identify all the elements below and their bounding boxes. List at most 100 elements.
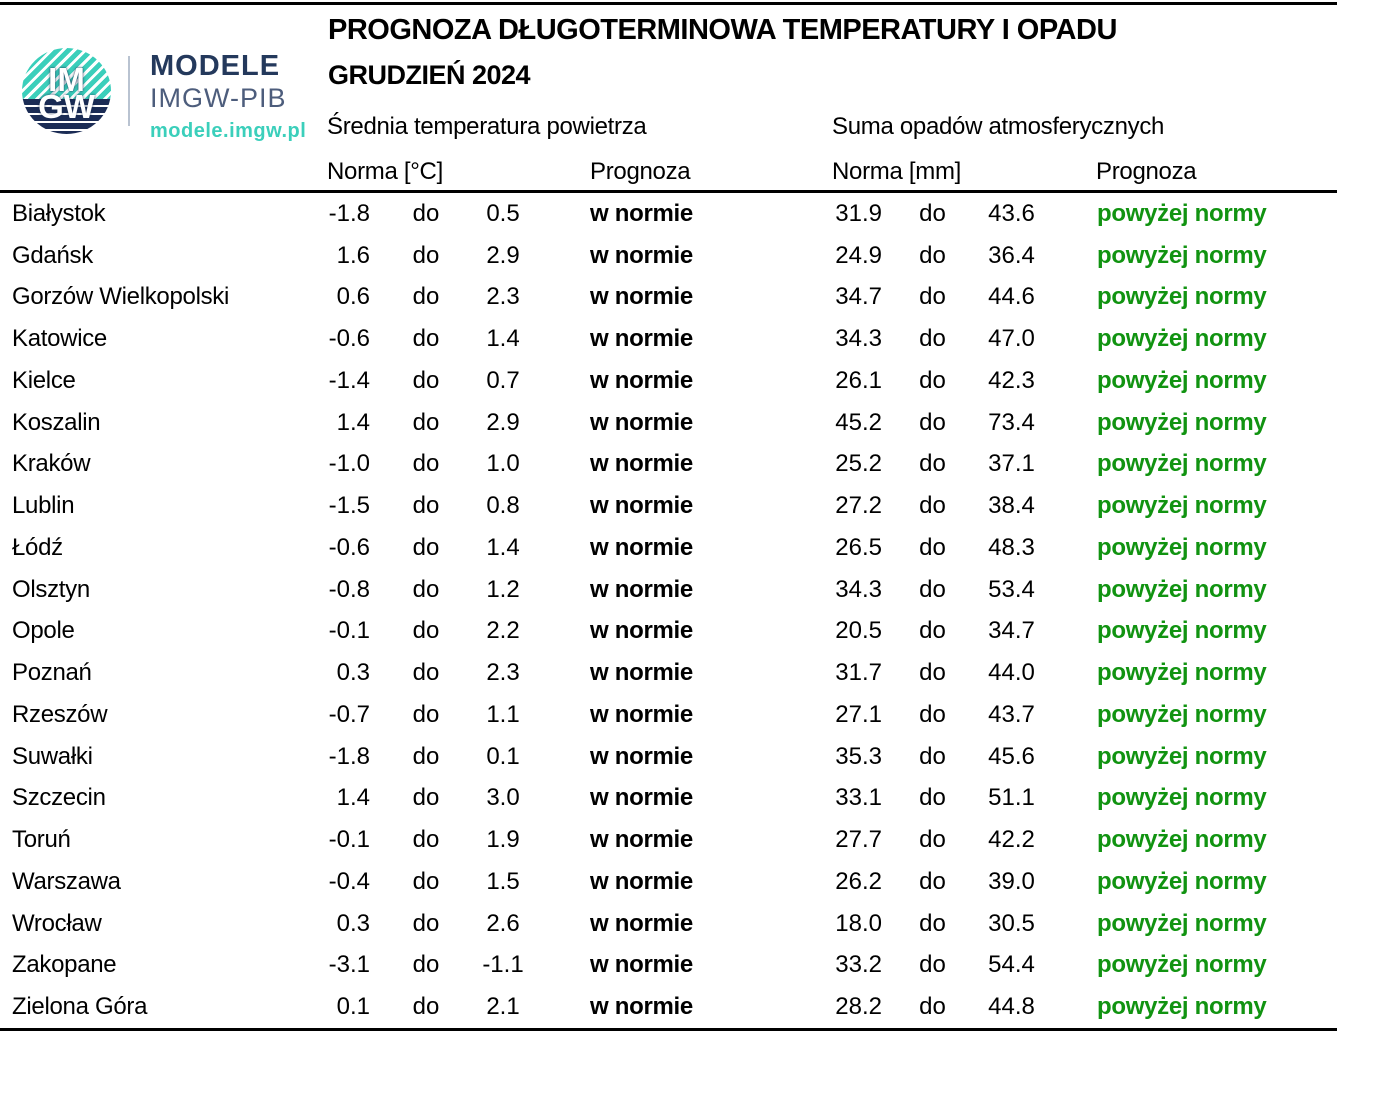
range-separator: do — [412, 533, 440, 561]
logo-text-gw: GW — [38, 88, 95, 125]
temp-forecast: w normie — [590, 700, 693, 728]
precip-forecast: powyżej normy — [1097, 867, 1267, 895]
range-separator: do — [412, 199, 440, 227]
range-separator: do — [412, 241, 440, 269]
city-name: Toruń — [12, 826, 71, 854]
table-row: Koszalin 1.4 do 2.9 w normie 45.2 do 73.4 powyże… — [0, 402, 1400, 444]
precip-norm-high: 45.6 — [988, 742, 1035, 770]
range-separator: do — [412, 408, 440, 436]
table-row: Opole -0.1 do 2.2 w normie 20.5 do 34.7 powyżej … — [0, 611, 1400, 653]
precip-norm-high: 34.7 — [988, 617, 1035, 645]
temp-norm-high: 1.5 — [486, 867, 520, 895]
temp-forecast: w normie — [590, 533, 693, 561]
range-separator: do — [412, 659, 440, 687]
table-row: Poznań 0.3 do 2.3 w normie 31.7 do 44.0 powyżej … — [0, 652, 1400, 694]
range-separator: do — [412, 575, 440, 603]
temp-norm-low: 1.6 — [336, 241, 370, 269]
precip-forecast: powyżej normy — [1097, 408, 1267, 436]
range-separator: do — [919, 492, 946, 520]
temp-norm-low: -0.6 — [328, 325, 370, 353]
precip-norm-high: 37.1 — [988, 450, 1035, 478]
temp-forecast: w normie — [590, 366, 693, 394]
range-separator: do — [412, 492, 440, 520]
precip-norm-high: 43.6 — [988, 199, 1035, 227]
temp-norm-low: -3.1 — [328, 951, 370, 979]
brand-text: MODELE IMGW-PIB modele.imgw.pl — [150, 52, 306, 142]
logo-text-im: IM — [48, 61, 85, 98]
range-separator: do — [919, 909, 946, 937]
precip-forecast: powyżej normy — [1097, 909, 1267, 937]
column-header-temp-norm: Norma [°C] — [327, 158, 443, 185]
temp-norm-low: -1.8 — [328, 199, 370, 227]
precip-norm-high: 44.8 — [988, 993, 1035, 1021]
table-row: Olsztyn -0.8 do 1.2 w normie 34.3 do 53.4 powyże… — [0, 569, 1400, 611]
range-separator: do — [919, 617, 946, 645]
precip-norm-low: 26.1 — [835, 366, 882, 394]
table-row: Zakopane -3.1 do -1.1 w normie 33.2 do 54.4 powy… — [0, 945, 1400, 987]
precip-norm-low: 25.2 — [835, 450, 882, 478]
city-name: Szczecin — [12, 784, 106, 812]
precip-norm-low: 35.3 — [835, 742, 882, 770]
city-name: Łódź — [12, 533, 63, 561]
precip-norm-high: 44.0 — [988, 659, 1035, 687]
page-subtitle: GRUDZIEŃ 2024 — [328, 60, 531, 90]
imgw-logo-icon: IM GW — [22, 48, 111, 134]
precip-norm-low: 27.2 — [835, 492, 882, 520]
precip-forecast: powyżej normy — [1097, 241, 1267, 269]
precip-norm-high: 36.4 — [988, 241, 1035, 269]
range-separator: do — [412, 617, 440, 645]
temp-norm-high: -1.1 — [482, 951, 524, 979]
table-row: Wrocław 0.3 do 2.6 w normie 18.0 do 30.5 powyżej… — [0, 903, 1400, 945]
table-row: Rzeszów -0.7 do 1.1 w normie 27.1 do 43.7 powyże… — [0, 694, 1400, 736]
temp-forecast: w normie — [590, 283, 693, 311]
range-separator: do — [412, 867, 440, 895]
temp-forecast: w normie — [590, 659, 693, 687]
precip-norm-low: 34.7 — [835, 283, 882, 311]
column-header-precip-norm: Norma [mm] — [832, 158, 962, 185]
precip-norm-low: 24.9 — [835, 241, 882, 269]
table-row: Kielce -1.4 do 0.7 w normie 26.1 do 42.3 powyżej… — [0, 360, 1400, 402]
precip-norm-high: 44.6 — [988, 283, 1035, 311]
table-row: Szczecin 1.4 do 3.0 w normie 33.1 do 51.1 powyże… — [0, 778, 1400, 820]
precip-norm-high: 39.0 — [988, 867, 1035, 895]
city-name: Kraków — [12, 450, 91, 478]
precip-norm-high: 51.1 — [988, 784, 1035, 812]
precip-forecast: powyżej normy — [1097, 784, 1267, 812]
temp-norm-low: 0.1 — [336, 993, 370, 1021]
range-separator: do — [412, 742, 440, 770]
range-separator: do — [919, 575, 946, 603]
city-name: Opole — [12, 617, 75, 645]
temp-norm-low: -0.4 — [328, 867, 370, 895]
precip-norm-low: 27.7 — [835, 826, 882, 854]
group-header-precipitation: Suma opadów atmosferycznych — [832, 113, 1165, 140]
temp-norm-high: 1.4 — [486, 533, 520, 561]
range-separator: do — [919, 366, 946, 394]
precip-norm-high: 73.4 — [988, 408, 1035, 436]
temp-norm-high: 2.9 — [486, 241, 520, 269]
range-separator: do — [919, 408, 946, 436]
temp-norm-low: -1.8 — [328, 742, 370, 770]
table-row: Katowice -0.6 do 1.4 w normie 34.3 do 47.0 powyż… — [0, 318, 1400, 360]
precip-forecast: powyżej normy — [1097, 659, 1267, 687]
group-header-temperature: Średnia temperatura powietrza — [327, 113, 647, 140]
temp-norm-high: 2.2 — [486, 617, 520, 645]
temp-norm-high: 2.6 — [486, 909, 520, 937]
precip-forecast: powyżej normy — [1097, 993, 1267, 1021]
precip-norm-low: 26.5 — [835, 533, 882, 561]
city-name: Zakopane — [12, 951, 117, 979]
temp-forecast: w normie — [590, 241, 693, 269]
precip-forecast: powyżej normy — [1097, 617, 1267, 645]
temp-norm-low: 1.4 — [336, 784, 370, 812]
range-separator: do — [412, 784, 440, 812]
temp-norm-low: 0.3 — [336, 909, 370, 937]
bottom-divider — [0, 1028, 1337, 1031]
range-separator: do — [412, 951, 440, 979]
precip-norm-low: 28.2 — [835, 993, 882, 1021]
table-row: Zielona Góra 0.1 do 2.1 w normie 28.2 do 44.8 po… — [0, 986, 1400, 1028]
precip-norm-low: 26.2 — [835, 867, 882, 895]
temp-norm-low: -0.1 — [328, 617, 370, 645]
city-name: Wrocław — [12, 909, 102, 937]
temp-norm-low: 1.4 — [336, 408, 370, 436]
range-separator: do — [412, 283, 440, 311]
